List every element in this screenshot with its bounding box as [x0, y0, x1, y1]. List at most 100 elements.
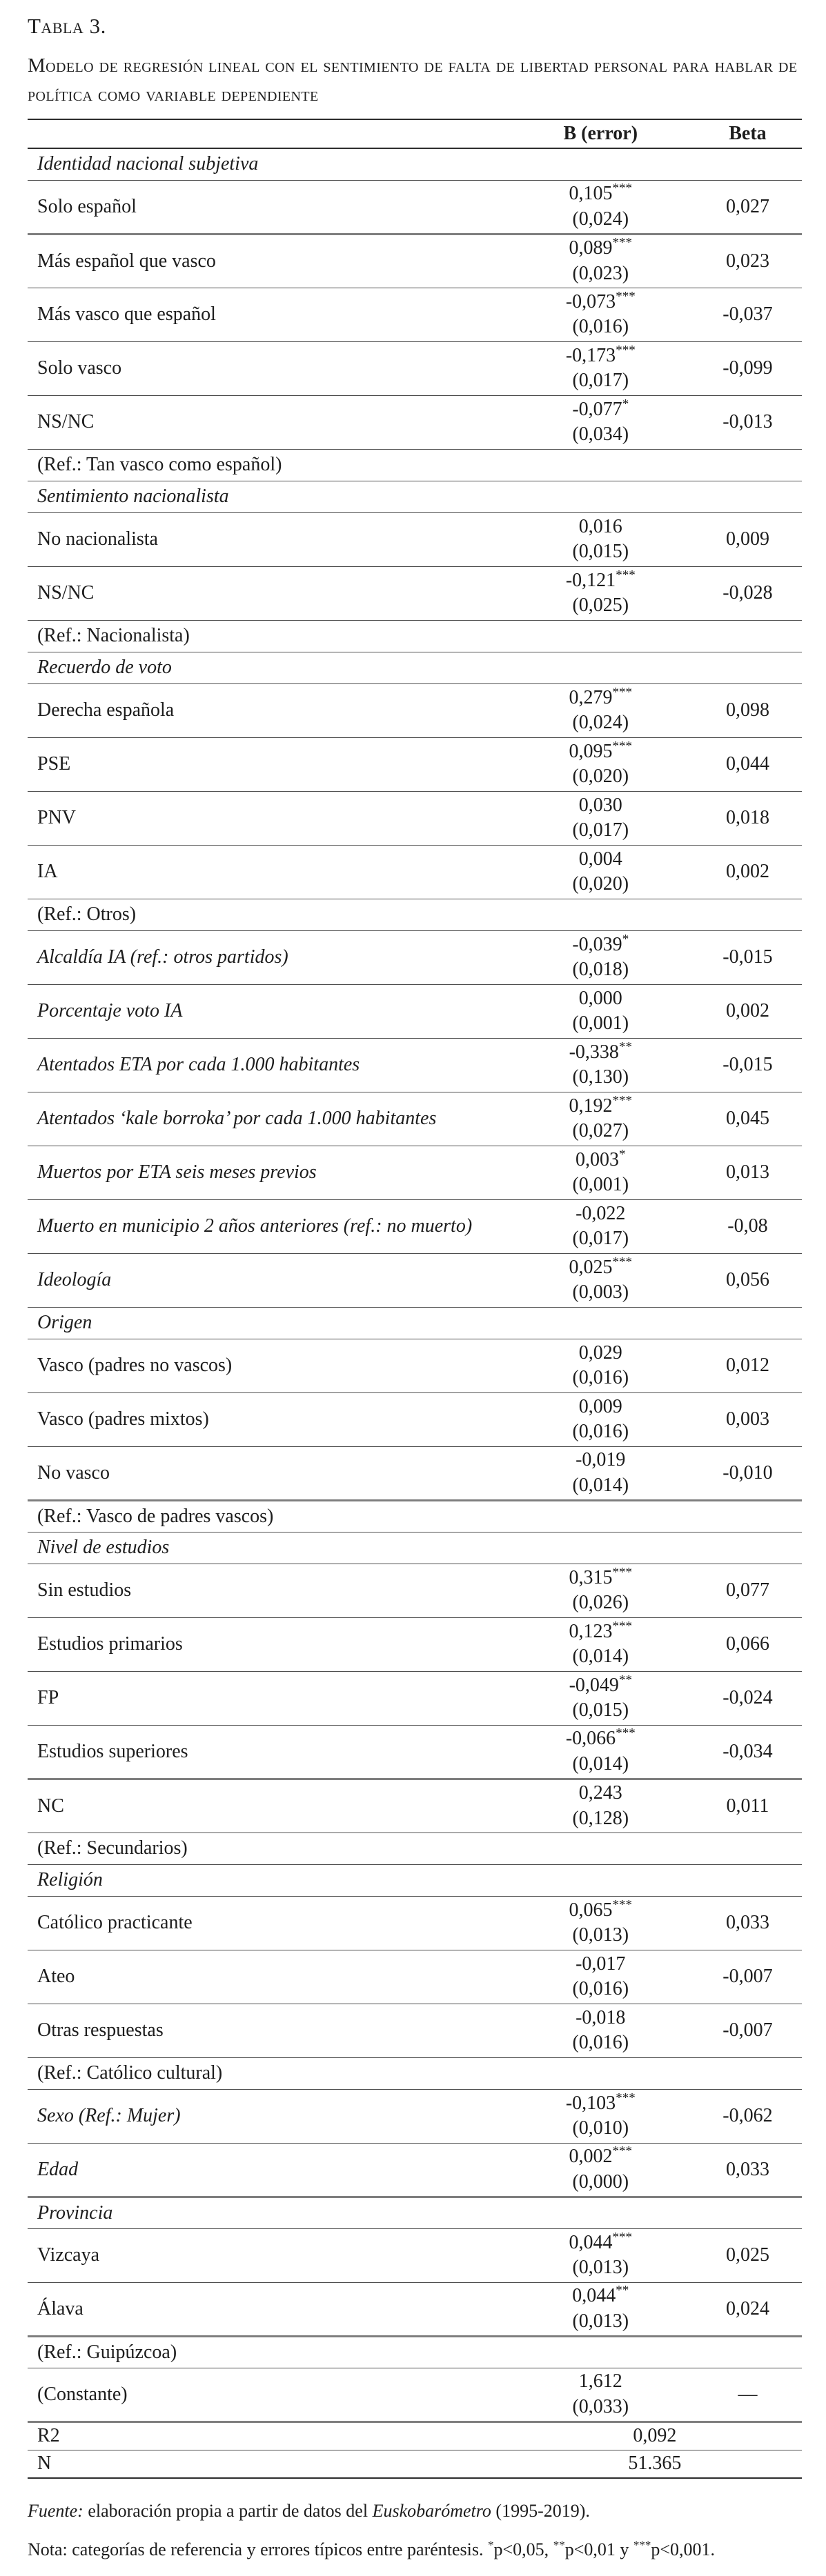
table-row-section: Recuerdo de voto [28, 652, 802, 684]
b-error-cell: 0,065*** (0,013) [508, 1896, 694, 1950]
significance-stars: *** [612, 1093, 633, 1108]
beta-cell: 0,009 [725, 528, 769, 550]
table-row-data: (Constante) 1,612 (0,033) — [28, 2368, 802, 2422]
b-value: 0,025*** [508, 1255, 694, 1280]
ref-label: (Ref.: Vasco de padres vascos) [37, 1505, 274, 1527]
row-label: Vasco (padres mixtos) [37, 1408, 209, 1430]
b-value: -0,073*** [508, 290, 694, 314]
table-row-data: Ateo -0,017 (0,016) -0,007 [28, 1950, 802, 2004]
table-row-data: NS/NC -0,077* (0,034) -0,013 [28, 395, 802, 450]
row-label: (Constante) [37, 2383, 128, 2405]
std-error: (0,033) [572, 2395, 629, 2417]
b-error-cell: 0,123*** (0,014) [508, 1617, 694, 1671]
source-label: Fuente: [28, 2501, 83, 2522]
std-error: (0,001) [572, 1012, 629, 1035]
b-value: 0,002*** [508, 2144, 694, 2169]
b-error-cell: 0,002*** (0,000) [508, 2143, 694, 2197]
row-label: Sin estudios [37, 1579, 132, 1601]
b-number: -0,066 [565, 1728, 616, 1750]
table-row-data: Vasco (padres no vascos) 0,029 (0,016) 0,01… [28, 1339, 802, 1393]
table-row-section: Nivel de estudios [28, 1532, 802, 1564]
b-value: 0,089*** [508, 236, 694, 261]
significance-stars: *** [612, 1619, 633, 1634]
b-error-cell: -0,103*** (0,010) [508, 2089, 694, 2143]
b-value: -0,049** [508, 1673, 694, 1698]
star-1: * [488, 2538, 494, 2552]
row-label: IA [37, 861, 58, 883]
row-label: NC [37, 1795, 64, 1817]
b-number: 0,089 [569, 237, 613, 259]
std-error: (0,000) [572, 2170, 629, 2193]
significance-stars: * [622, 397, 629, 412]
b-error-cell: -0,039* (0,018) [508, 930, 694, 984]
b-error-cell: -0,338** (0,130) [508, 1038, 694, 1092]
table-number: Tabla 3. [28, 14, 106, 38]
beta-cell: 0,012 [725, 1355, 769, 1377]
beta-cell: 0,011 [726, 1795, 769, 1817]
std-error: (0,016) [572, 316, 629, 338]
beta-cell: 0,002 [725, 1000, 769, 1022]
row-label: Porcentaje voto IA [37, 1000, 183, 1022]
ref-label: (Ref.: Secundarios) [37, 1837, 188, 1859]
b-value: -0,103*** [508, 2091, 694, 2116]
table-body: Identidad nacional subjetiva Solo español… [28, 148, 802, 2479]
row-label: PNV [37, 807, 77, 829]
b-number: 0,016 [578, 515, 622, 537]
b-error-cell: -0,049** (0,015) [508, 1671, 694, 1725]
b-number: -0,019 [576, 1449, 626, 1471]
b-error-cell: -0,173*** (0,017) [508, 341, 694, 395]
b-value: 0,044*** [508, 2230, 694, 2255]
table-row-data: Estudios primarios 0,123*** (0,014) 0,066 [28, 1617, 802, 1672]
b-error-cell: 0,030 (0,017) [508, 791, 694, 845]
row-label: Católico practicante [37, 1912, 193, 1934]
b-value: 0,030 [508, 793, 694, 818]
std-error: (0,020) [572, 766, 629, 788]
std-error: (0,013) [572, 2310, 629, 2332]
b-error-cell: 0,279*** (0,024) [508, 683, 694, 737]
beta-cell: -0,024 [722, 1687, 773, 1709]
b-number: 0,029 [578, 1341, 622, 1364]
table-row-merged: R2 0,092 [28, 2422, 802, 2450]
b-error-cell: 0,016 (0,015) [508, 512, 694, 566]
significance-stars: *** [616, 2090, 636, 2106]
b-error-cell: -0,077* (0,034) [508, 395, 694, 449]
b-number: 0,044 [572, 2285, 616, 2307]
b-error-cell: 0,044*** (0,013) [508, 2228, 694, 2282]
b-number: 0,105 [569, 183, 613, 205]
beta-cell: -0,010 [722, 1461, 773, 1484]
b-value: -0,173*** [508, 343, 694, 368]
beta-cell: -0,08 [727, 1215, 768, 1237]
table-notes: Fuente: elaboración propia a partir de d… [28, 2499, 801, 2562]
b-number: 1,612 [578, 2370, 622, 2393]
b-number: 0,279 [569, 686, 613, 708]
source-text: elaboración propia a partir de datos del [83, 2501, 373, 2522]
beta-cell: — [738, 2383, 758, 2405]
beta-cell: -0,015 [722, 946, 773, 968]
b-value: -0,338** [508, 1040, 694, 1065]
std-error: (0,014) [572, 1474, 629, 1496]
table-row-data: Estudios superiores -0,066*** (0,014) -0,03… [28, 1725, 802, 1779]
row-label: Ateo [37, 1966, 75, 1988]
b-value: 0,000 [508, 986, 694, 1011]
b-number: 0,123 [569, 1620, 613, 1642]
b-value: 0,004 [508, 847, 694, 872]
table-row-ref: (Ref.: Guipúzcoa) [28, 2336, 802, 2368]
row-label: Más español que vasco [37, 250, 216, 272]
row-label: Muerto en municipio 2 años anteriores (r… [37, 1215, 473, 1237]
table-row-data: Alcaldía IA (ref.: otros partidos) -0,039… [28, 930, 802, 985]
beta-cell: -0,099 [722, 357, 773, 379]
row-label: Vasco (padres no vascos) [37, 1355, 233, 1377]
b-value: 0,095*** [508, 739, 694, 764]
b-value: 0,315*** [508, 1566, 694, 1590]
b-number: 0,009 [578, 1395, 622, 1417]
beta-cell: 0,077 [725, 1579, 769, 1601]
summary-label: N [37, 2453, 52, 2475]
section-label: Identidad nacional subjetiva [37, 153, 259, 175]
beta-cell: 0,066 [725, 1633, 769, 1655]
b-value: -0,018 [508, 2006, 694, 2030]
table-row-data: IA 0,004 (0,020) 0,002 [28, 845, 802, 899]
significance-stars: * [622, 932, 629, 947]
b-value: -0,066*** [508, 1726, 694, 1751]
std-error: (0,016) [572, 1978, 629, 2000]
